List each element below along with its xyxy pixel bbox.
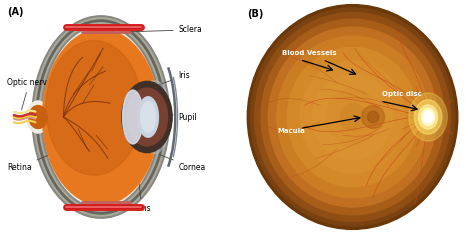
Ellipse shape: [419, 105, 438, 129]
Text: Optic disc: Optic disc: [383, 91, 422, 97]
Text: (A): (A): [7, 7, 24, 17]
Text: Iris: Iris: [152, 71, 191, 87]
Text: Blood Vessels: Blood Vessels: [282, 50, 337, 56]
Ellipse shape: [122, 81, 172, 153]
Ellipse shape: [43, 29, 159, 205]
Text: Cornea: Cornea: [160, 155, 206, 172]
Text: Sclera: Sclera: [118, 25, 202, 34]
Ellipse shape: [421, 108, 435, 126]
Ellipse shape: [46, 40, 142, 175]
Ellipse shape: [312, 74, 392, 160]
Ellipse shape: [261, 19, 444, 215]
Ellipse shape: [255, 12, 450, 222]
Ellipse shape: [250, 8, 455, 226]
Ellipse shape: [27, 101, 49, 133]
Text: Retina: Retina: [7, 142, 79, 172]
Ellipse shape: [300, 61, 405, 173]
Ellipse shape: [141, 102, 155, 132]
Ellipse shape: [367, 111, 379, 123]
Text: Lens: Lens: [133, 147, 151, 213]
Ellipse shape: [423, 111, 433, 123]
Ellipse shape: [127, 88, 168, 146]
Ellipse shape: [340, 103, 365, 131]
Ellipse shape: [326, 89, 379, 145]
Ellipse shape: [247, 5, 458, 229]
Ellipse shape: [268, 27, 437, 207]
Ellipse shape: [139, 80, 171, 154]
Ellipse shape: [123, 90, 143, 144]
Ellipse shape: [287, 47, 418, 187]
Ellipse shape: [409, 93, 447, 141]
Text: Macula: Macula: [277, 128, 305, 134]
Text: Pupil: Pupil: [156, 113, 197, 121]
Ellipse shape: [414, 100, 442, 134]
Ellipse shape: [37, 21, 165, 213]
Ellipse shape: [29, 106, 47, 128]
Ellipse shape: [138, 97, 158, 137]
Ellipse shape: [277, 36, 428, 198]
Text: Optic nerve: Optic nerve: [7, 78, 52, 110]
Ellipse shape: [362, 106, 384, 128]
Text: (B): (B): [247, 9, 264, 19]
